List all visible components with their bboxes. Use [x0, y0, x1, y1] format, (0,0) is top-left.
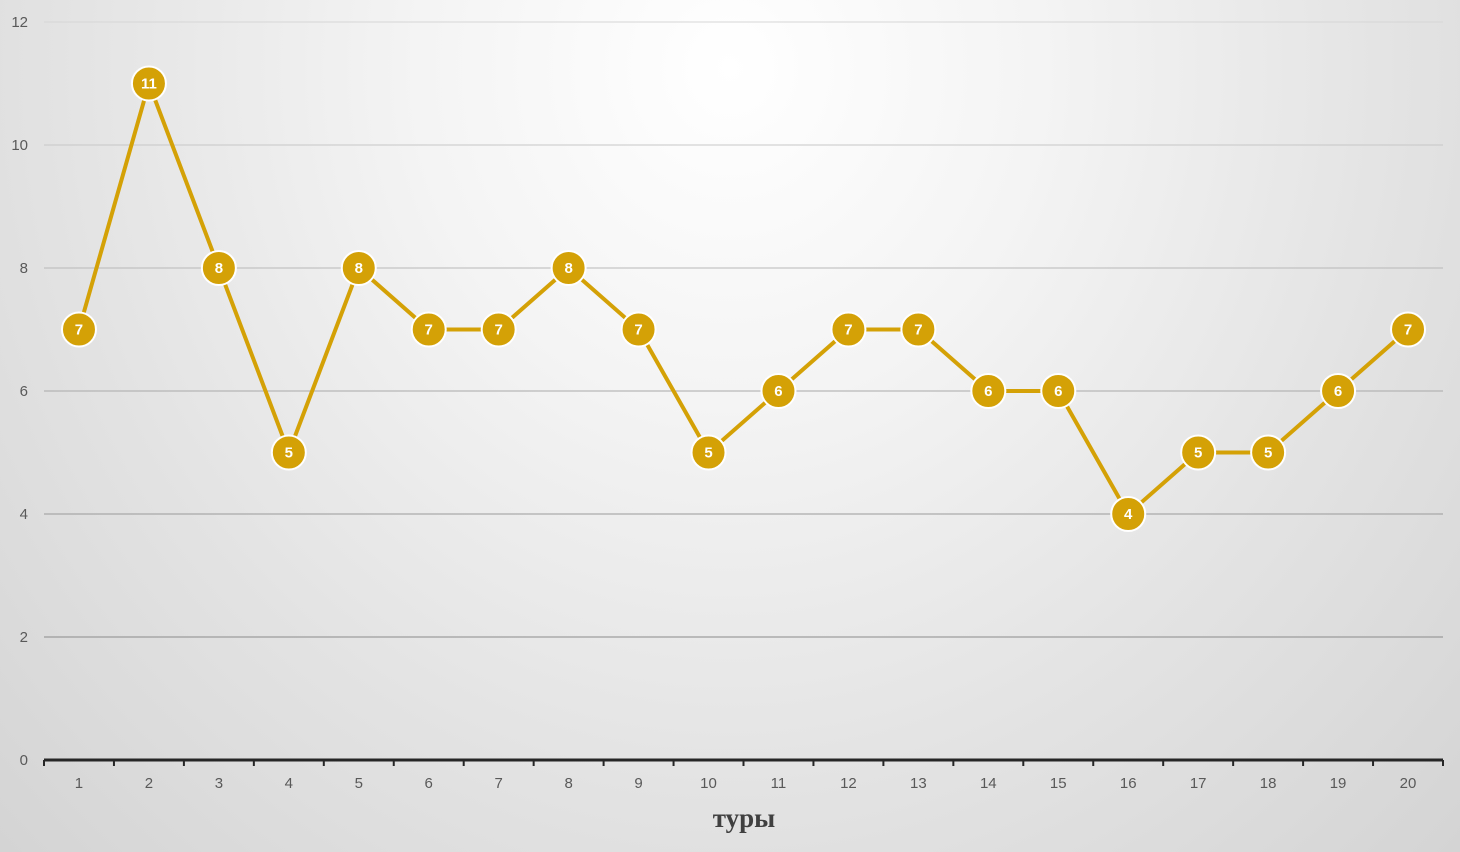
data-label-11: 6: [774, 383, 782, 400]
x-tick-label-8: 8: [564, 775, 572, 792]
x-tick-label-18: 18: [1260, 775, 1277, 792]
data-point-4: [270, 434, 307, 471]
data-label-3: 8: [215, 260, 223, 277]
data-point-12: [830, 311, 867, 348]
data-point-2: [130, 65, 167, 102]
x-tick-label-2: 2: [145, 775, 153, 792]
data-label-8: 8: [564, 260, 572, 277]
y-tick-label-8: 8: [20, 260, 28, 277]
y-tick-label-6: 6: [20, 383, 28, 400]
data-label-5: 8: [355, 260, 363, 277]
x-tick-label-20: 20: [1400, 775, 1417, 792]
data-label-9: 7: [634, 322, 642, 339]
x-tick-label-7: 7: [495, 775, 503, 792]
data-label-18: 5: [1264, 445, 1272, 462]
data-point-9: [620, 311, 657, 348]
data-label-14: 6: [984, 383, 992, 400]
data-point-18: [1250, 434, 1287, 471]
data-point-6: [410, 311, 447, 348]
data-point-8: [550, 250, 587, 286]
data-point-17: [1180, 434, 1217, 471]
data-point-13: [900, 311, 937, 348]
y-tick-label-12: 12: [11, 14, 28, 31]
data-point-3: [200, 250, 237, 286]
data-point-19: [1320, 373, 1357, 409]
data-label-2: 11: [141, 76, 157, 93]
data-point-11: [760, 373, 797, 409]
data-label-6: 7: [425, 322, 433, 339]
x-tick-label-10: 10: [700, 775, 717, 792]
y-tick-label-2: 2: [20, 629, 28, 646]
data-label-20: 7: [1404, 322, 1412, 339]
data-label-19: 6: [1334, 383, 1342, 400]
data-label-13: 7: [914, 322, 922, 339]
x-tick-label-9: 9: [634, 775, 642, 792]
data-label-17: 5: [1194, 445, 1202, 462]
x-tick-label-5: 5: [355, 775, 363, 792]
x-tick-label-11: 11: [771, 775, 787, 792]
x-tick-label-15: 15: [1050, 775, 1067, 792]
x-axis-title: туры: [713, 803, 776, 833]
x-tick-label-1: 1: [75, 775, 83, 792]
x-tick-label-17: 17: [1190, 775, 1207, 792]
x-tick-label-16: 16: [1120, 775, 1137, 792]
data-label-7: 7: [495, 322, 503, 339]
x-tick-label-4: 4: [285, 775, 293, 792]
data-point-1: [60, 311, 97, 348]
series-layer: 7 11 8 5 8 7 7 8 7 5 6 7 7 6 6 4 5 5 6 7: [60, 65, 1427, 532]
y-tick-label-0: 0: [20, 752, 28, 769]
data-label-16: 4: [1124, 506, 1133, 523]
data-point-7: [480, 311, 517, 348]
x-tick-label-3: 3: [215, 775, 223, 792]
y-tick-label-4: 4: [20, 506, 28, 523]
x-tick-label-13: 13: [910, 775, 927, 792]
y-tick-label-10: 10: [11, 137, 28, 154]
data-point-5: [340, 250, 377, 286]
x-tick-label-12: 12: [840, 775, 857, 792]
gridlines: [44, 21, 1443, 638]
data-label-15: 6: [1054, 383, 1062, 400]
data-label-10: 5: [704, 445, 712, 462]
data-point-15: [1040, 373, 1077, 409]
data-label-1: 7: [75, 322, 83, 339]
data-label-12: 7: [844, 322, 852, 339]
data-label-4: 5: [285, 445, 293, 462]
x-tick-label-19: 19: [1330, 775, 1347, 792]
data-point-10: [690, 434, 727, 471]
x-tick-label-6: 6: [425, 775, 433, 792]
x-tick-label-14: 14: [980, 775, 997, 792]
data-point-14: [970, 373, 1007, 409]
data-point-16: [1110, 496, 1147, 532]
data-point-20: [1390, 311, 1427, 348]
